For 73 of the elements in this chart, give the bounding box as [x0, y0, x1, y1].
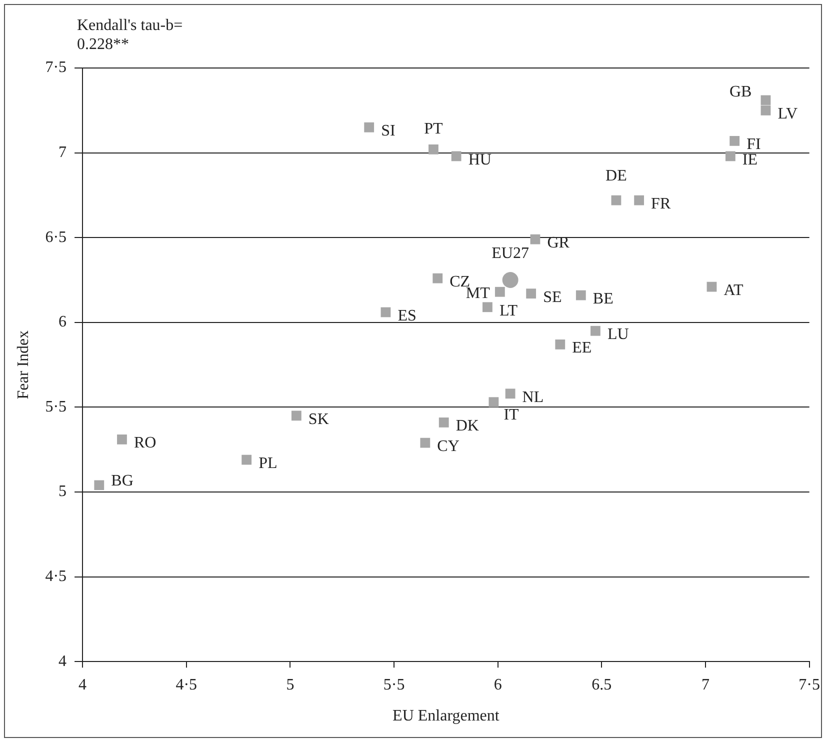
point [505, 388, 516, 399]
point [438, 418, 449, 428]
annotation: LV [778, 106, 798, 123]
annotation: FI [746, 136, 761, 154]
annotation: IE [742, 151, 758, 168]
point [555, 340, 566, 350]
annotation: SK [308, 410, 330, 428]
point [706, 282, 717, 292]
point [494, 286, 505, 297]
annotation: EE [572, 340, 592, 357]
point [432, 273, 443, 284]
point [482, 302, 492, 312]
annotation: SI [381, 122, 396, 140]
y-tick-label: 7 [58, 144, 67, 162]
point [502, 272, 518, 288]
annotation: LU [607, 326, 630, 344]
y-tick-label: 6·5 [45, 228, 67, 246]
annotation: LT [499, 302, 518, 320]
annotation: ES [398, 307, 416, 324]
annotation: GB [729, 83, 752, 100]
point [526, 288, 536, 299]
x-tick-label: 6 [494, 676, 502, 694]
y-tick-label: 4 [58, 652, 67, 670]
point [488, 397, 499, 408]
point [380, 307, 391, 318]
y-tick-label: 4·5 [45, 568, 67, 586]
x-tick-label: 4·5 [176, 676, 198, 694]
point [730, 136, 740, 146]
point [576, 290, 586, 300]
annotation: FR [651, 195, 671, 212]
y-tick-label: 7·5 [45, 59, 67, 76]
point [451, 151, 462, 162]
annotation: IT [504, 406, 520, 424]
annotation: DK [456, 418, 480, 435]
point [242, 454, 252, 465]
x-axis-title: EU Enlargement [392, 708, 500, 725]
x-tick-label: 7 [702, 676, 710, 694]
point [634, 195, 644, 206]
x-tick-label: 4 [78, 676, 87, 694]
annotation: EU27 [492, 245, 529, 262]
point [364, 122, 374, 132]
y-axis-title: Fear Index [14, 330, 32, 400]
point [420, 438, 430, 448]
y-tick-label: 5 [58, 483, 67, 500]
x-tick-label: 6.5 [592, 676, 612, 694]
annotation: AT [724, 282, 744, 299]
y-tick-label: 5·5 [45, 398, 67, 416]
point [760, 105, 771, 116]
annotation: PT [424, 120, 444, 138]
point [590, 326, 600, 336]
x-tick-label: 5 [286, 676, 294, 694]
annotation: RO [134, 434, 156, 452]
annotation: BG [111, 472, 134, 490]
point [530, 234, 540, 244]
point [760, 95, 771, 106]
annotation: MT [466, 285, 490, 302]
x-tick-label: 5·5 [383, 676, 405, 694]
point [117, 434, 127, 444]
point [428, 144, 438, 154]
text: Kendall's tau-b= 0.228** [77, 17, 183, 53]
point [725, 151, 736, 162]
point [94, 480, 104, 490]
y-tick-label: 6 [58, 314, 67, 331]
point [291, 410, 302, 421]
annotation: PL [258, 454, 278, 472]
annotation: NL [522, 388, 544, 406]
annotation: SE [543, 288, 562, 306]
annotation: DE [606, 167, 627, 184]
annotation: CY [437, 438, 460, 456]
x-tick-label: 7·5 [798, 676, 820, 694]
annotation: HU [468, 151, 492, 168]
annotation: BE [592, 290, 614, 308]
point [611, 195, 622, 206]
